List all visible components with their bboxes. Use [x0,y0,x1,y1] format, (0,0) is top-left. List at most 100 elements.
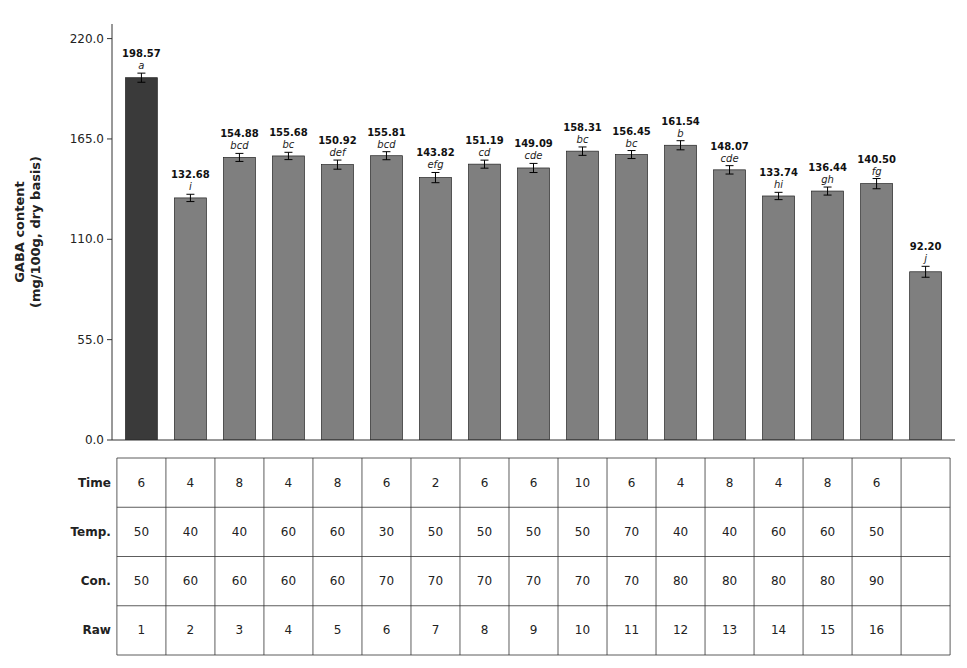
table-cell: 60 [330,525,345,539]
value-label: 156.45 [612,126,651,137]
bar [665,145,697,440]
table-cell: 8 [236,476,244,490]
table-cell: 8 [726,476,734,490]
y-tick-label: 220.0 [70,32,104,46]
error-bar [235,153,243,161]
table-cell: 11 [624,623,639,637]
data-labels: a198.57i132.68bcd154.88bc155.68def150.92… [122,48,941,264]
table-cell: 12 [673,623,688,637]
y-tick-label: 165.0 [70,132,104,146]
stat-label: bc [577,134,589,145]
error-bar [186,194,194,201]
table-cell: 9 [530,623,538,637]
table-cell: 8 [334,476,342,490]
stat-label: cde [525,150,543,161]
table-cell: 10 [575,623,590,637]
table-cell: 40 [183,525,198,539]
y-tick [107,440,112,441]
table-cell: 6 [873,476,881,490]
table-cell: 80 [820,574,835,588]
bar [322,165,354,440]
value-label: 140.50 [857,154,896,165]
table-cell: 4 [285,623,293,637]
chart: a198.57i132.68bcd154.88bc155.68def150.92… [0,0,967,668]
table-cell: 14 [771,623,786,637]
table-cell: 80 [771,574,786,588]
value-label: 158.31 [563,122,602,133]
value-label: 155.68 [269,127,308,138]
table-line [117,458,950,459]
table-row-label: Con. [81,574,111,588]
table-cell: 4 [285,476,293,490]
table-cell: 50 [869,525,884,539]
table-cell: 6 [530,476,538,490]
y-tick [107,38,112,39]
stat-label: gh [821,174,834,185]
table-cell: 50 [428,525,443,539]
error-bar [431,172,439,182]
error-bar [333,160,341,169]
table-cell: 60 [281,574,296,588]
table-cell: 70 [428,574,443,588]
table-cell: 6 [383,623,391,637]
error-bar [480,160,488,168]
error-bar [284,152,292,159]
stat-label: a [138,60,144,71]
error-bar [677,141,685,150]
table-cell: 90 [869,574,884,588]
stat-label: bc [283,139,295,150]
table-cell: 50 [526,525,541,539]
table-row-label: Time [78,476,111,490]
table-cell: 70 [575,574,590,588]
table-line [117,655,950,656]
stat-label: bcd [377,139,396,150]
y-axis-line [112,24,113,440]
stat-label: cd [479,147,491,158]
value-label: 149.09 [514,138,553,149]
bar [469,164,501,440]
stat-label: bcd [230,140,249,151]
error-bar [382,152,390,160]
table-cell: 16 [869,623,884,637]
stat-label: i [189,181,192,192]
table-row-label: Raw [82,623,110,637]
table-row-label: Temp. [71,525,111,539]
table-cell: 50 [477,525,492,539]
error-bar [873,179,881,189]
table-cell: 40 [673,525,688,539]
bar [763,196,795,440]
table-cell: 4 [677,476,685,490]
bar [420,178,452,440]
table-line [117,507,950,508]
table-cell: 13 [722,623,737,637]
axes: 0.055.0110.0165.0220.0 [70,24,955,447]
error-bar [137,73,145,82]
table-cell: 1 [138,623,146,637]
y-tick-label: 0.0 [85,433,104,447]
stat-label: bc [626,138,638,149]
stat-label: hi [774,179,783,190]
bars [125,73,941,440]
table-cell: 70 [526,574,541,588]
bar [273,156,305,440]
bar [714,170,746,440]
table-cell: 60 [281,525,296,539]
value-label: 136.44 [808,162,847,173]
table-cell: 8 [481,623,489,637]
value-label: 161.54 [661,116,700,127]
stat-label: fg [872,166,882,177]
stat-label: def [329,147,347,158]
table-cell: 15 [820,623,835,637]
table-cell: 50 [134,574,149,588]
table-cell: 6 [138,476,146,490]
bar [567,151,599,440]
table-line [117,556,950,557]
table-cell: 70 [477,574,492,588]
y-tick [107,138,112,139]
table-cell: 6 [628,476,636,490]
table-cell: 5 [334,623,342,637]
table-cell: 40 [232,525,247,539]
bar [861,184,893,440]
error-bar [579,147,587,155]
x-axis-line [112,440,955,441]
